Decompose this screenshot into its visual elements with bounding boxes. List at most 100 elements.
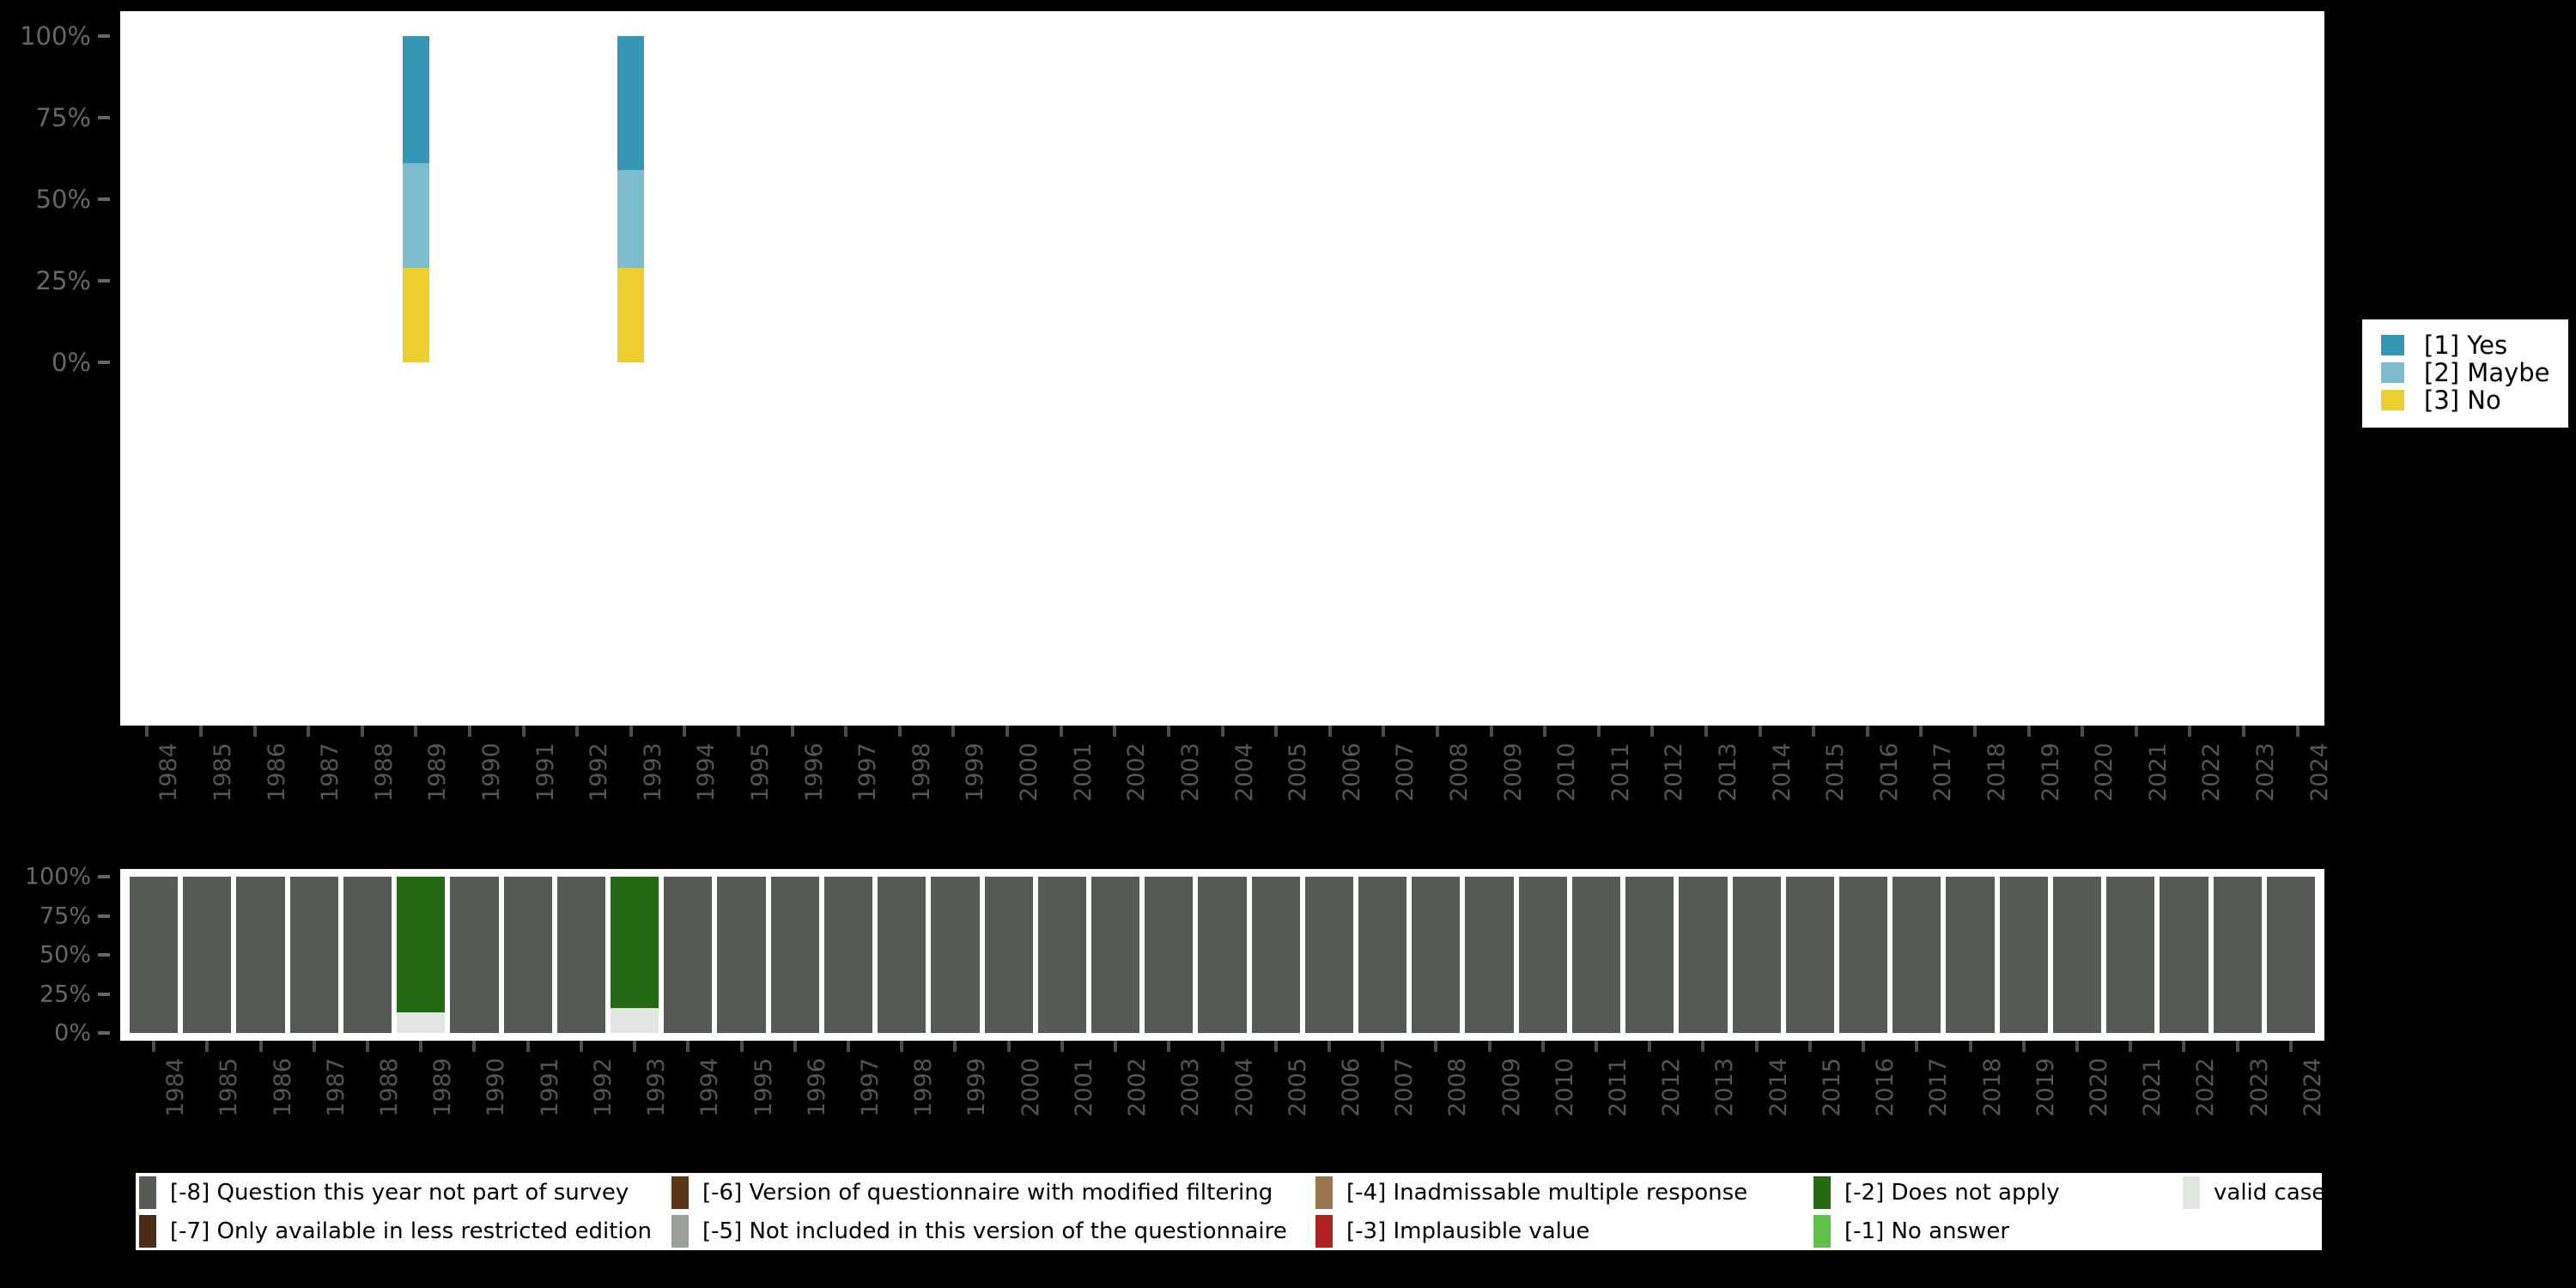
x-axis-tick-mark — [897, 726, 902, 737]
missing-legend-item-6[interactable]: [-5] Not included in this version of the… — [668, 1212, 1312, 1250]
x-axis-tick-mark — [1489, 726, 1493, 737]
x-axis-tick-label-2016: 2016 — [1875, 743, 1903, 802]
missing-legend-item-label: valid cases — [2214, 1179, 2337, 1206]
missing-legend-item-2[interactable]: [-4] Inadmissable multiple response — [1312, 1173, 1810, 1212]
missing-x-axis-tick-label-2002: 2002 — [1124, 1058, 1151, 1117]
missing-segment-1997-0 — [823, 877, 873, 1033]
legend-item-0[interactable]: [1] Yes — [2381, 331, 2553, 360]
missing-segment-2015-0 — [1785, 877, 1835, 1033]
x-axis-tick-label-1999: 1999 — [962, 743, 989, 802]
missing-x-axis-tick-label-1991: 1991 — [536, 1058, 563, 1117]
missing-x-axis-tick-label-2013: 2013 — [1711, 1058, 1739, 1117]
x-axis-tick-label-2024: 2024 — [2306, 743, 2333, 802]
missing-legend-item-3[interactable]: [-2] Does not apply — [1810, 1173, 2179, 1212]
x-axis-tick-label-2006: 2006 — [1338, 743, 1365, 802]
missing-segment-2001-0 — [1037, 877, 1086, 1033]
missing-x-axis-tick-label-2020: 2020 — [2086, 1058, 2112, 1117]
x-axis-tick-mark — [1973, 726, 1978, 737]
legend-item-2[interactable]: [3] No — [2381, 386, 2553, 415]
x-axis-tick-mark — [252, 726, 257, 737]
x-axis-tick-label-2011: 2011 — [1607, 743, 1634, 802]
x-axis-tick-mark — [307, 726, 311, 737]
missing-legend-swatch-icon — [139, 1214, 156, 1248]
y-axis-tick-label: 0% — [51, 348, 91, 377]
missing-bar-1999 — [931, 877, 980, 1033]
missing-segment-1993-2 — [610, 1007, 659, 1033]
missing-x-axis-tick-label-1987: 1987 — [322, 1058, 349, 1117]
missing-bar-2012 — [1625, 877, 1674, 1033]
x-axis-tick-label-1989: 1989 — [424, 743, 452, 802]
missing-legend-swatch-icon — [1315, 1214, 1333, 1248]
missing-values-x-axis: 1984 1985 1986 1987 1988 1989 1990 1991 1992 1993… — [120, 1041, 2326, 1170]
missing-x-axis-tick-label-1988: 1988 — [375, 1058, 403, 1117]
x-axis-tick-label-2017: 2017 — [1929, 743, 1957, 802]
missing-x-axis-tick-label-2019: 2019 — [2032, 1058, 2059, 1117]
missing-x-axis-tick-mark — [633, 1041, 637, 1052]
legend-item-1[interactable]: [2] Maybe — [2381, 358, 2553, 387]
missing-x-axis-tick-label-2014: 2014 — [1765, 1058, 1792, 1117]
x-axis-tick-label-2003: 2003 — [1176, 743, 1204, 802]
x-axis-tick-mark — [1382, 726, 1386, 737]
x-axis-tick-mark — [1327, 726, 1332, 737]
missing-bar-2021 — [2106, 877, 2155, 1033]
missing-legend-item-1[interactable]: [-6] Version of questionnaire with modif… — [668, 1173, 1312, 1212]
x-axis-tick-mark — [414, 726, 418, 737]
x-axis-tick-mark — [683, 726, 687, 737]
missing-legend-swatch-icon — [1814, 1214, 1831, 1248]
missing-x-axis-tick-label-1996: 1996 — [803, 1058, 830, 1117]
missing-x-axis-tick-mark — [793, 1041, 797, 1052]
missing-segment-1989-2 — [397, 1012, 446, 1033]
x-axis-tick-mark — [2242, 726, 2246, 737]
missing-legend-swatch-icon — [139, 1176, 156, 1209]
missing-x-axis-tick-mark — [846, 1041, 850, 1052]
missing-bar-2014 — [1732, 877, 1781, 1033]
missing-bar-1995 — [717, 877, 766, 1033]
bar-segment-1993-series-0 — [617, 36, 645, 170]
missing-x-axis-tick-mark — [312, 1041, 316, 1052]
missing-x-axis-tick-mark — [2075, 1041, 2079, 1052]
x-axis-tick-label-2002: 2002 — [1123, 743, 1151, 802]
x-axis-tick-label-2010: 2010 — [1553, 743, 1581, 802]
missing-segment-2007-0 — [1358, 877, 1407, 1033]
x-axis-tick-mark — [1274, 726, 1279, 737]
missing-segment-2014-0 — [1732, 877, 1781, 1033]
missing-bar-2010 — [1518, 877, 1567, 1033]
missing-x-axis-tick-label-1997: 1997 — [856, 1058, 884, 1117]
missing-legend-item-7[interactable]: [-3] Implausible value — [1312, 1212, 1810, 1250]
missing-x-axis-tick-mark — [953, 1041, 957, 1052]
missing-x-axis-tick-mark — [2129, 1041, 2133, 1052]
x-axis-tick-mark — [737, 726, 740, 737]
x-axis-tick-label-1996: 1996 — [800, 743, 828, 802]
missing-legend-item-label: [-5] Not included in this version of the… — [702, 1218, 1287, 1244]
missing-segment-2008-0 — [1412, 877, 1461, 1033]
x-axis-tick-label-2014: 2014 — [1768, 743, 1795, 802]
missing-legend-item-label: [-8] Question this year not part of surv… — [170, 1179, 629, 1206]
missing-segment-1988-0 — [343, 877, 392, 1033]
bar-segment-1993-series-2 — [617, 267, 645, 362]
missing-x-axis-tick-mark — [1540, 1041, 1545, 1052]
x-axis-tick-mark — [1166, 726, 1170, 737]
missing-x-axis-tick-label-2011: 2011 — [1605, 1058, 1632, 1117]
missing-segment-2021-0 — [2106, 877, 2155, 1033]
x-axis-tick-mark — [2188, 726, 2192, 737]
missing-legend-item-5[interactable]: [-7] Only available in less restricted e… — [136, 1212, 668, 1250]
missing-legend-item-label: [-6] Version of questionnaire with modif… — [702, 1179, 1273, 1206]
y-axis-tick-mark — [98, 116, 110, 119]
x-axis-tick-label-2022: 2022 — [2198, 743, 2226, 802]
missing-legend-item-8[interactable]: [-1] No answer — [1810, 1212, 2179, 1250]
missing-x-axis-tick-mark — [472, 1041, 477, 1052]
missing-bar-1994 — [664, 877, 713, 1033]
bar-segment-1989-series-0 — [402, 36, 429, 164]
missing-segment-2013-0 — [1679, 877, 1728, 1033]
missing-legend-item-4[interactable]: valid cases — [2179, 1173, 2337, 1212]
x-axis-tick-mark — [575, 726, 580, 737]
missing-bar-2004 — [1198, 877, 1247, 1033]
x-axis-tick-mark — [1865, 726, 1869, 737]
missing-x-axis-tick-mark — [739, 1041, 744, 1052]
y-axis-tick-mark — [98, 34, 110, 38]
missing-legend-swatch-icon — [671, 1176, 689, 1209]
missing-legend-item-0[interactable]: [-8] Question this year not part of surv… — [136, 1173, 668, 1212]
y-axis-tick-mark — [98, 197, 110, 201]
missing-x-axis-tick-label-1994: 1994 — [696, 1058, 724, 1117]
missing-legend-item-label: [-4] Inadmissable multiple response — [1346, 1179, 1748, 1206]
